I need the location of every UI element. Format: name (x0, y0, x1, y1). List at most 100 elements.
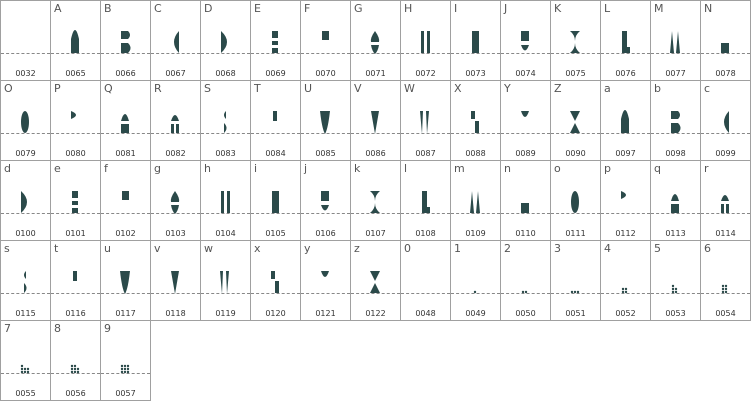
glyph-cell: r 0114 (700, 160, 751, 241)
baseline-guide (251, 293, 300, 294)
glyph-preview (72, 191, 78, 213)
glyph-cell-character-label: o (554, 162, 561, 175)
glyph-cell: G 0071 (350, 0, 401, 81)
baseline-guide (201, 133, 250, 134)
baseline-guide (351, 213, 400, 214)
glyph-cell: t 0116 (50, 240, 101, 321)
glyph-cell-character-label: F (304, 2, 311, 15)
glyph-cell: 4 0052 (600, 240, 651, 321)
glyph-cell-character-label: d (4, 162, 11, 175)
glyph-cell-code: 0050 (515, 309, 536, 318)
glyph-cell: A 0065 (50, 0, 101, 81)
baseline-guide (401, 53, 450, 54)
glyph-preview (321, 191, 329, 211)
glyph-cell-character-label: a (604, 82, 611, 95)
glyph-cell-character-label: S (204, 82, 211, 95)
glyph-cell-code: 0055 (15, 389, 36, 398)
glyph-cell-code: 0087 (415, 149, 436, 158)
baseline-guide (101, 293, 150, 294)
glyph-preview (70, 364, 80, 374)
glyph-cell: x 0120 (250, 240, 301, 321)
glyph-cell-code: 0032 (15, 69, 36, 78)
glyph-preview (671, 284, 678, 294)
glyph-cell: P 0080 (50, 80, 101, 161)
glyph-cell: s 0115 (0, 240, 51, 321)
glyph-cell: I 0073 (450, 0, 501, 81)
glyph-preview (121, 31, 131, 53)
glyph-cell: 1 0049 (450, 240, 501, 321)
glyph-cell-code: 0083 (215, 149, 236, 158)
glyph-cell-code: 0098 (665, 149, 686, 158)
glyph-cell-character-label: p (604, 162, 611, 175)
glyph-cell: W 0087 (400, 80, 451, 161)
glyph-cell-code: 0088 (465, 149, 486, 158)
glyph-preview (521, 203, 529, 213)
glyph-cell-code: 0054 (715, 309, 736, 318)
glyph-cell: q 0113 (650, 160, 701, 241)
glyph-cell-code: 0068 (215, 69, 236, 78)
glyph-preview (171, 115, 179, 133)
glyph-cell: i 0105 (250, 160, 301, 241)
glyph-cell-code: 0114 (715, 229, 736, 238)
glyph-cell: g 0103 (150, 160, 201, 241)
glyph-cell-character-label: h (204, 162, 211, 175)
glyph-cell-code: 0099 (715, 149, 736, 158)
glyph-cell-code: 0072 (415, 69, 436, 78)
glyph-preview (21, 111, 29, 133)
glyph-cell-character-label: i (254, 162, 258, 175)
glyph-cell-code: 0117 (115, 309, 136, 318)
baseline-guide (501, 133, 550, 134)
glyph-cell-character-label: q (654, 162, 661, 175)
glyph-cell-character-label: K (554, 2, 562, 15)
glyph-cell-character-label: 9 (104, 322, 111, 335)
glyph-preview (471, 111, 479, 133)
glyph-cell-code: 0069 (265, 69, 286, 78)
glyph-cell-character-label: y (304, 242, 311, 255)
glyph-cell-character-label: U (304, 82, 313, 95)
glyph-preview (521, 111, 529, 117)
glyph-preview (171, 271, 179, 294)
glyph-preview (671, 194, 679, 213)
baseline-guide (651, 133, 700, 134)
glyph-cell-character-label: w (204, 242, 213, 255)
glyph-cell-code: 0110 (515, 229, 536, 238)
glyph-cell-code: 0105 (265, 229, 286, 238)
glyph-cell-character-label: P (54, 82, 61, 95)
baseline-guide (351, 53, 400, 54)
glyph-cell: n 0110 (500, 160, 551, 241)
glyph-cell-code: 0103 (165, 229, 186, 238)
glyph-preview (120, 364, 130, 374)
baseline-guide (251, 133, 300, 134)
baseline-guide (301, 293, 350, 294)
glyph-cell-code: 0075 (565, 69, 586, 78)
glyph-cell: 0 0048 (400, 240, 451, 321)
glyph-cell-code: 0073 (465, 69, 486, 78)
glyph-cell: U 0085 (300, 80, 351, 161)
glyph-preview (21, 191, 27, 213)
glyph-preview (571, 191, 579, 213)
baseline-guide (51, 133, 100, 134)
baseline-guide (251, 53, 300, 54)
glyph-cell-character-label: e (54, 162, 61, 175)
glyph-preview (671, 111, 681, 133)
glyph-cell-code: 0065 (65, 69, 86, 78)
baseline-guide (551, 213, 600, 214)
glyph-cell-code: 0116 (65, 309, 86, 318)
glyph-cell-character-label: V (354, 82, 362, 95)
baseline-guide (601, 133, 650, 134)
glyph-cell: c 0099 (700, 80, 751, 161)
glyph-preview (422, 191, 430, 213)
glyph-preview (370, 191, 380, 213)
glyph-preview (670, 31, 680, 53)
glyph-cell: M 0077 (650, 0, 701, 81)
glyph-cell-character-label: D (204, 2, 213, 15)
glyph-cell-code: 0120 (265, 309, 286, 318)
glyph-cell-code: 0067 (165, 69, 186, 78)
glyph-cell-code: 0100 (15, 229, 36, 238)
glyph-cell-character-label: x (254, 242, 261, 255)
glyph-cell: v 0118 (150, 240, 201, 321)
glyph-cell-character-label: 7 (4, 322, 11, 335)
glyph-cell: K 0075 (550, 0, 601, 81)
glyph-cell-character-label: X (454, 82, 462, 95)
glyph-cell-code: 0109 (465, 229, 486, 238)
